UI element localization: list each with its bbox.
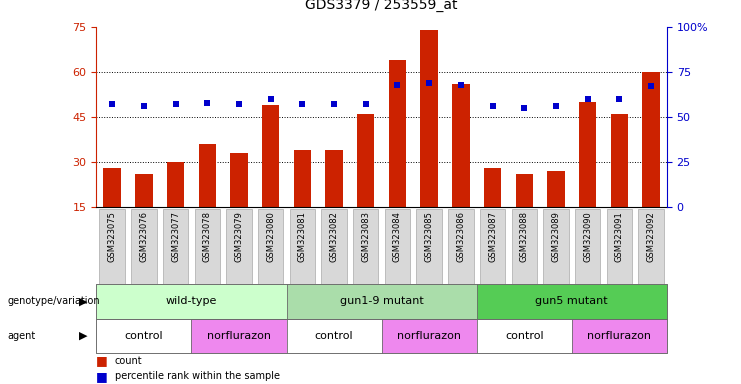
Point	[265, 96, 276, 102]
Point	[296, 101, 308, 108]
Text: GSM323081: GSM323081	[298, 211, 307, 262]
Bar	[611, 114, 628, 253]
Point	[138, 103, 150, 109]
Text: GSM323083: GSM323083	[362, 211, 370, 262]
Bar	[385, 209, 410, 284]
Text: gun5 mutant: gun5 mutant	[536, 296, 608, 306]
Text: control: control	[315, 331, 353, 341]
Text: GSM323084: GSM323084	[393, 211, 402, 262]
Bar	[357, 114, 374, 253]
Text: wild-type: wild-type	[166, 296, 217, 306]
Point	[391, 81, 403, 88]
Point	[202, 99, 213, 106]
Text: ■: ■	[96, 354, 108, 367]
Text: norflurazon: norflurazon	[207, 331, 271, 341]
Text: count: count	[115, 356, 142, 366]
Text: GSM323085: GSM323085	[425, 211, 433, 262]
Point	[360, 101, 372, 108]
Text: GSM323089: GSM323089	[551, 211, 560, 262]
Bar	[226, 209, 252, 284]
Bar	[104, 168, 121, 253]
Bar	[389, 60, 406, 253]
Bar	[290, 209, 315, 284]
Text: agent: agent	[7, 331, 36, 341]
Bar	[167, 162, 185, 253]
Text: GSM323076: GSM323076	[139, 211, 148, 262]
Bar	[420, 30, 438, 253]
Bar	[135, 174, 153, 253]
Point	[106, 101, 118, 108]
Bar	[199, 144, 216, 253]
Text: GSM323080: GSM323080	[266, 211, 275, 262]
Text: GSM323091: GSM323091	[615, 211, 624, 262]
Bar	[642, 72, 659, 253]
Bar	[195, 209, 220, 284]
Bar	[548, 171, 565, 253]
Bar	[484, 168, 501, 253]
Text: GSM323075: GSM323075	[107, 211, 116, 262]
Text: gun1-9 mutant: gun1-9 mutant	[339, 296, 424, 306]
Text: norflurazon: norflurazon	[397, 331, 461, 341]
Bar	[416, 209, 442, 284]
Bar	[511, 209, 537, 284]
Point	[582, 96, 594, 102]
Bar	[262, 105, 279, 253]
Text: ▶: ▶	[79, 331, 87, 341]
Text: GSM323079: GSM323079	[234, 211, 244, 262]
Bar	[258, 209, 283, 284]
Text: control: control	[124, 331, 163, 341]
Bar	[607, 209, 632, 284]
Text: GSM323088: GSM323088	[519, 211, 529, 262]
Text: norflurazon: norflurazon	[588, 331, 651, 341]
Bar	[99, 209, 124, 284]
Bar	[322, 209, 347, 284]
Text: genotype/variation: genotype/variation	[7, 296, 100, 306]
Text: GSM323087: GSM323087	[488, 211, 497, 262]
Text: GSM323090: GSM323090	[583, 211, 592, 262]
Bar	[638, 209, 664, 284]
Point	[455, 81, 467, 88]
Text: GSM323077: GSM323077	[171, 211, 180, 262]
Text: GSM323082: GSM323082	[330, 211, 339, 262]
Point	[328, 101, 340, 108]
Point	[423, 80, 435, 86]
Point	[550, 103, 562, 109]
Text: control: control	[505, 331, 544, 341]
Point	[233, 101, 245, 108]
Bar	[230, 153, 247, 253]
Bar	[293, 150, 311, 253]
Bar	[325, 150, 343, 253]
Bar	[575, 209, 600, 284]
Point	[518, 105, 530, 111]
Bar	[353, 209, 379, 284]
Bar	[543, 209, 568, 284]
Point	[614, 96, 625, 102]
Bar	[516, 174, 533, 253]
Text: GDS3379 / 253559_at: GDS3379 / 253559_at	[305, 0, 458, 12]
Text: percentile rank within the sample: percentile rank within the sample	[115, 371, 280, 381]
Text: ■: ■	[96, 370, 108, 383]
Text: GSM323078: GSM323078	[203, 211, 212, 262]
Bar	[579, 102, 597, 253]
Point	[170, 101, 182, 108]
Bar	[131, 209, 156, 284]
Text: ▶: ▶	[79, 296, 87, 306]
Bar	[452, 84, 470, 253]
Text: GSM323086: GSM323086	[456, 211, 465, 262]
Text: GSM323092: GSM323092	[647, 211, 656, 262]
Bar	[480, 209, 505, 284]
Point	[645, 83, 657, 89]
Bar	[448, 209, 473, 284]
Bar	[163, 209, 188, 284]
Point	[487, 103, 499, 109]
